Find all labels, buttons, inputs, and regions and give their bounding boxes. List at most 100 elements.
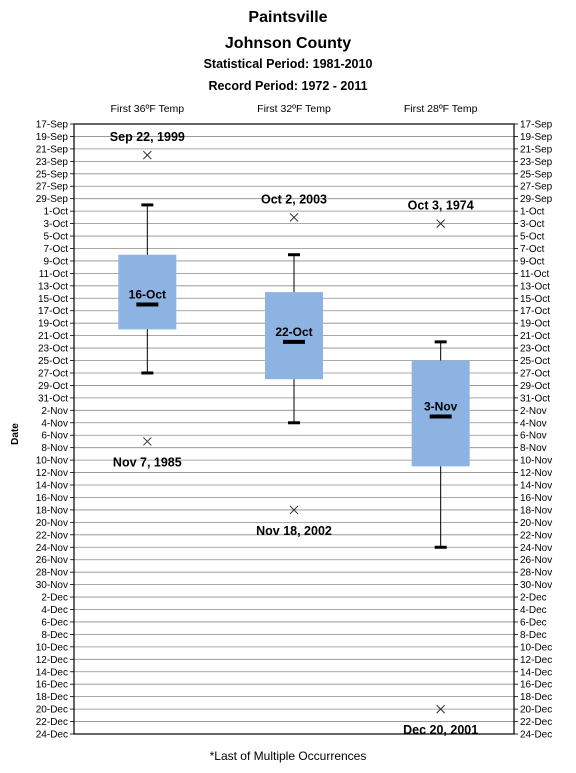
- y-tick-label-right: 17-Sep: [520, 120, 553, 131]
- y-tick-label-right: 11-Oct: [520, 269, 549, 280]
- y-tick-label-right: 23-Sep: [520, 157, 553, 168]
- outlier-label: Nov 18, 2002: [256, 524, 332, 538]
- y-tick-label-right: 8-Dec: [520, 630, 547, 641]
- y-tick-label-left: 28-Nov: [36, 568, 68, 579]
- y-tick-label-right: 17-Oct: [520, 306, 550, 317]
- y-tick-label-left: 8-Nov: [41, 443, 68, 454]
- y-tick-label-left: 17-Oct: [38, 306, 68, 317]
- y-tick-label-right: 26-Nov: [520, 555, 552, 566]
- outlier-marker: [289, 213, 299, 222]
- y-tick-label-left: 3-Oct: [44, 219, 69, 230]
- y-tick-label-left: 11-Oct: [39, 269, 68, 280]
- y-tick-label-right: 22-Dec: [520, 717, 552, 728]
- y-tick-label-left: 14-Nov: [36, 481, 68, 492]
- y-tick-label-left: 12-Nov: [36, 468, 68, 479]
- y-tick-label-left: 26-Nov: [36, 555, 68, 566]
- y-tick-label-right: 23-Oct: [520, 344, 550, 355]
- y-tick-label-left: 9-Oct: [44, 256, 69, 267]
- y-tick-label-right: 2-Nov: [520, 406, 547, 417]
- y-tick-label-right: 3-Oct: [520, 219, 545, 230]
- y-tick-label-right: 4-Nov: [520, 418, 547, 429]
- y-tick-label-left: 4-Dec: [41, 605, 68, 616]
- y-tick-label-left: 13-Oct: [38, 281, 68, 292]
- y-tick-label-left: 18-Nov: [36, 505, 68, 516]
- y-tick-label-right: 18-Dec: [520, 692, 552, 703]
- chart-subtitle-record-period: Record Period: 1972 - 2011: [208, 79, 367, 93]
- y-tick-label-right: 25-Sep: [520, 169, 553, 180]
- y-tick-label-left: 19-Oct: [38, 319, 68, 330]
- y-tick-label-left: 27-Oct: [38, 368, 68, 379]
- y-tick-label-left: 30-Nov: [36, 580, 68, 591]
- category-label: First 36ºF Temp: [110, 103, 184, 115]
- outlier-marker: [436, 704, 446, 714]
- outlier-marker: [142, 437, 152, 446]
- y-tick-label-left: 21-Oct: [38, 331, 68, 342]
- y-tick-label-right: 24-Nov: [520, 543, 552, 554]
- y-tick-label-left: 19-Sep: [36, 132, 69, 143]
- y-tick-label-right: 31-Oct: [520, 393, 550, 404]
- y-tick-label-left: 25-Oct: [38, 356, 68, 367]
- y-tick-label-right: 10-Nov: [520, 456, 552, 467]
- y-tick-label-right: 4-Dec: [520, 605, 547, 616]
- y-tick-label-right: 19-Sep: [520, 132, 553, 143]
- y-tick-label-right: 27-Oct: [520, 368, 550, 379]
- y-tick-label-left: 10-Dec: [36, 642, 68, 653]
- y-tick-label-right: 12-Nov: [520, 468, 552, 479]
- y-tick-label-right: 5-Oct: [520, 232, 545, 243]
- y-tick-label-left: 27-Sep: [36, 182, 69, 193]
- outlier-label: Nov 7, 1985: [113, 455, 182, 469]
- y-tick-label-right: 16-Nov: [520, 493, 552, 504]
- outlier-label: Dec 20, 2001: [403, 723, 478, 737]
- y-tick-label-right: 18-Nov: [520, 505, 552, 516]
- y-tick-label-left: 5-Oct: [44, 232, 69, 243]
- y-tick-label-right: 8-Nov: [520, 443, 547, 454]
- y-tick-label-right: 6-Dec: [520, 617, 547, 628]
- y-tick-label-left: 10-Nov: [36, 456, 68, 467]
- y-tick-label-left: 16-Nov: [36, 493, 68, 504]
- outlier-marker: [436, 219, 446, 228]
- y-tick-label-right: 30-Nov: [520, 580, 552, 591]
- category-label: First 32ºF Temp: [257, 103, 331, 115]
- y-tick-label-left: 8-Dec: [41, 630, 68, 641]
- y-tick-label-right: 21-Sep: [520, 144, 553, 155]
- y-tick-label-left: 29-Sep: [36, 194, 69, 205]
- outlier-label: Oct 3, 1974: [408, 199, 474, 213]
- y-tick-label-left: 20-Nov: [36, 518, 68, 529]
- y-tick-label-left: 2-Dec: [41, 593, 68, 604]
- y-tick-label-right: 22-Nov: [520, 530, 552, 541]
- y-tick-label-left: 14-Dec: [36, 667, 68, 678]
- y-tick-label-right: 29-Sep: [520, 194, 553, 205]
- y-tick-label-left: 16-Dec: [36, 680, 68, 691]
- y-tick-label-left: 23-Sep: [36, 157, 69, 168]
- y-tick-label-left: 25-Sep: [36, 169, 69, 180]
- y-tick-label-right: 2-Dec: [520, 593, 547, 604]
- median-label: 16-Oct: [129, 288, 166, 302]
- iqr-box: [265, 292, 323, 380]
- y-tick-label-right: 29-Oct: [520, 381, 550, 392]
- y-tick-label-right: 7-Oct: [520, 244, 545, 255]
- chart-subtitle-statistical-period: Statistical Period: 1981-2010: [204, 57, 373, 71]
- outlier-marker: [289, 505, 299, 515]
- y-tick-label-left: 6-Dec: [41, 617, 68, 628]
- y-tick-label-left: 4-Nov: [41, 418, 68, 429]
- median-label: 22-Oct: [275, 325, 312, 339]
- y-tick-label-left: 7-Oct: [44, 244, 69, 255]
- y-tick-label-left: 18-Dec: [36, 692, 68, 703]
- y-tick-label-right: 25-Oct: [520, 356, 550, 367]
- y-tick-label-right: 15-Oct: [520, 294, 550, 305]
- iqr-box: [118, 254, 177, 330]
- y-tick-label-right: 28-Nov: [520, 568, 552, 579]
- y-tick-label-left: 2-Nov: [41, 406, 68, 417]
- y-tick-label-right: 1-Oct: [520, 207, 545, 218]
- iqr-box: [411, 360, 470, 467]
- outlier-label: Oct 2, 2003: [261, 192, 327, 206]
- y-tick-label-left: 12-Dec: [36, 655, 68, 666]
- y-tick-label-right: 27-Sep: [520, 182, 553, 193]
- outlier-label: Sep 22, 1999: [110, 130, 185, 144]
- outlier-marker: [142, 150, 152, 160]
- y-tick-label-right: 19-Oct: [520, 319, 550, 330]
- y-tick-label-left: 24-Dec: [36, 730, 68, 741]
- median-label: 3-Nov: [424, 400, 458, 414]
